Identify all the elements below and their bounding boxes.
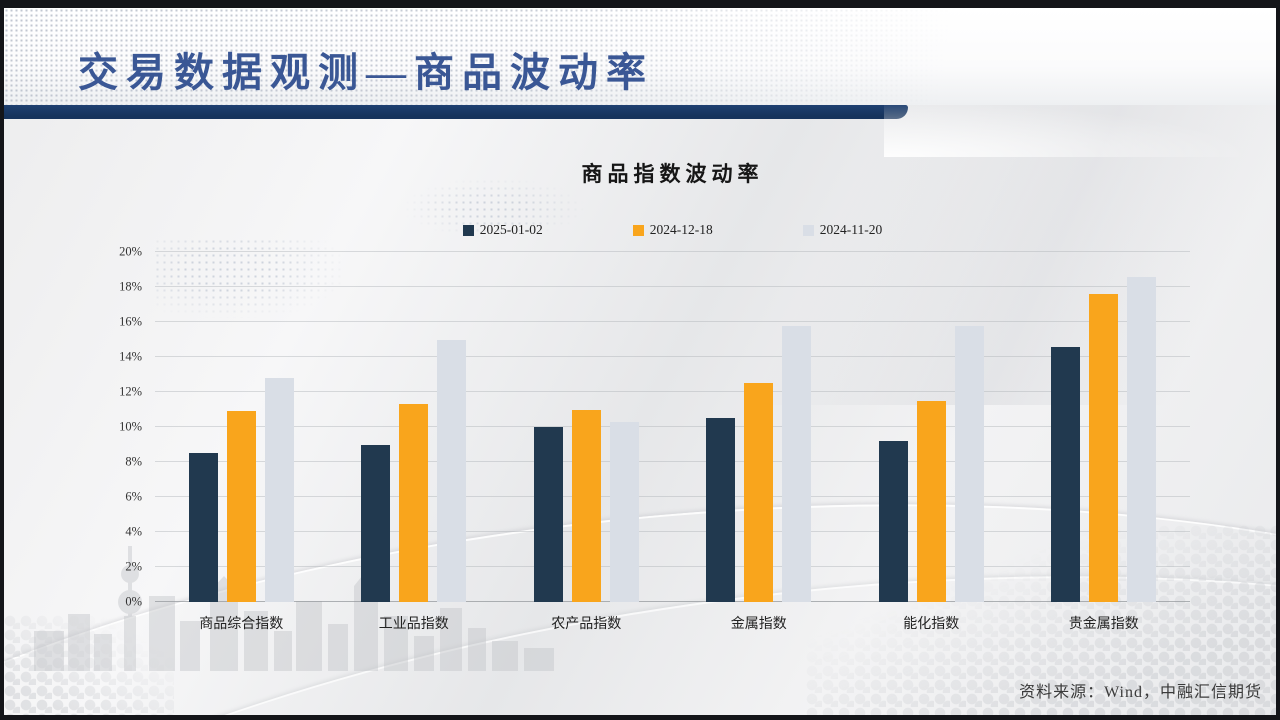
bar-2025-01-02 — [706, 418, 736, 602]
chart-title: 商品指数波动率 — [581, 162, 764, 186]
legend-label: 2024-12-18 — [649, 222, 713, 237]
volatility-bar-chart: 商品综合指数 工业品指数 农产品指数 金属指数 能化指数 贵金属指数 — [155, 251, 1191, 632]
bar-2024-12-18 — [916, 400, 946, 602]
honeycomb-pattern-decoration — [4, 615, 174, 715]
gridline — [155, 251, 1190, 252]
bar-2025-01-02 — [878, 441, 908, 602]
bar-2024-11-20 — [609, 421, 639, 602]
gridline — [155, 321, 1190, 322]
bar-2025-01-02 — [361, 444, 391, 602]
bar-2024-12-18 — [744, 383, 774, 602]
legend-label: 2025-01-02 — [479, 222, 543, 237]
x-category-label: 商品综合指数 — [199, 617, 284, 632]
bar-group: 能化指数 — [845, 252, 1018, 632]
bar-2024-12-18 — [226, 411, 256, 602]
legend-swatch — [462, 224, 474, 236]
gridline — [155, 566, 1190, 567]
y-axis: 0% 2% 4% 6% 8% 10% 12% 14% 16% 18% 20% — [50, 245, 142, 609]
y-tick-label: 16% — [119, 314, 142, 329]
bar-group: 工业品指数 — [328, 252, 501, 632]
bar-2024-11-20 — [954, 325, 984, 602]
gridline — [155, 356, 1190, 357]
bar-cluster — [845, 252, 1018, 602]
y-tick-label: 18% — [119, 279, 142, 294]
y-tick-label: 2% — [125, 559, 142, 574]
bar-2024-12-18 — [399, 404, 429, 602]
bar-cluster — [328, 252, 501, 602]
y-tick-label: 12% — [119, 384, 142, 399]
bar-cluster — [155, 252, 328, 602]
y-tick-label: 20% — [119, 244, 142, 259]
bar-2024-11-20 — [437, 339, 467, 602]
bar-group: 贵金属指数 — [1018, 252, 1191, 632]
gridline — [155, 496, 1190, 497]
gridline — [155, 286, 1190, 287]
chart-legend: 2025-01-02 2024-12-18 2024-11-20 — [155, 222, 1190, 238]
x-category-label: 贵金属指数 — [1068, 617, 1139, 632]
bar-groups: 商品综合指数 工业品指数 农产品指数 金属指数 能化指数 贵金属指数 — [155, 252, 1191, 632]
bar-2024-11-20 — [264, 378, 294, 602]
source-note: 资料来源：Wind，中融汇信期货 — [1019, 684, 1262, 701]
bar-group: 农产品指数 — [500, 252, 673, 632]
bar-cluster — [673, 252, 846, 602]
legend-item: 2024-11-20 — [802, 222, 883, 238]
legend-item: 2025-01-02 — [462, 222, 543, 238]
x-category-label: 金属指数 — [730, 617, 787, 632]
x-category-label: 农产品指数 — [551, 617, 622, 632]
y-tick-label: 14% — [119, 349, 142, 364]
page-title: 交易数据观测—商品波动率 — [78, 50, 654, 95]
x-category-label: 工业品指数 — [378, 617, 449, 632]
bar-2024-11-20 — [1127, 276, 1157, 602]
bar-cluster — [500, 252, 673, 602]
y-tick-label: 0% — [125, 594, 142, 609]
legend-swatch — [802, 224, 814, 236]
bar-2024-12-18 — [571, 409, 601, 602]
header-divider-bar — [4, 105, 908, 119]
bar-2025-01-02 — [1051, 346, 1081, 602]
y-tick-label: 10% — [119, 419, 142, 434]
bar-2025-01-02 — [533, 427, 563, 602]
dotted-map-decoration — [404, 178, 584, 238]
bar-group: 商品综合指数 — [155, 252, 328, 632]
city-skyline-decoration — [34, 546, 554, 671]
y-tick-label: 8% — [125, 454, 142, 469]
bar-cluster — [1018, 252, 1191, 602]
slide-header: 交易数据观测—商品波动率 — [4, 8, 1276, 105]
legend-item: 2024-12-18 — [632, 222, 713, 238]
gridline — [155, 426, 1190, 427]
slide-canvas: 交易数据观测—商品波动率 商品指数波动率 2025-01-02 2024-12-1… — [4, 8, 1276, 715]
y-tick-label: 4% — [125, 524, 142, 539]
dotted-map-decoration — [154, 238, 344, 318]
bar-2025-01-02 — [188, 453, 218, 602]
bar-2024-11-20 — [782, 325, 812, 602]
bar-2024-12-18 — [1089, 294, 1119, 602]
legend-swatch — [632, 224, 644, 236]
bar-group: 金属指数 — [673, 252, 846, 632]
gridline — [155, 461, 1190, 462]
gridline — [155, 601, 1190, 602]
header-dot-pattern — [4, 8, 1276, 105]
gridline — [155, 531, 1190, 532]
gridline — [155, 391, 1190, 392]
header-swoosh-decoration — [884, 97, 1276, 157]
legend-label: 2024-11-20 — [819, 222, 883, 237]
x-category-label: 能化指数 — [903, 617, 960, 632]
y-tick-label: 6% — [125, 489, 142, 504]
